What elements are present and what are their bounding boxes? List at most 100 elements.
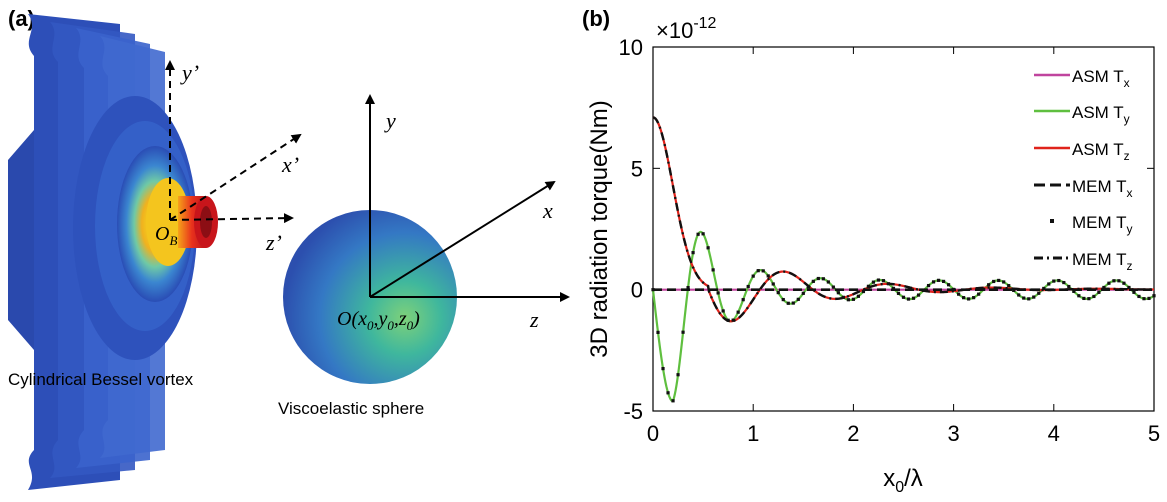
x-tick-label: 1 xyxy=(747,421,759,446)
plot-frame xyxy=(652,46,1155,412)
data-point xyxy=(967,297,971,301)
data-point xyxy=(911,296,916,300)
data-point xyxy=(876,278,881,282)
data-point xyxy=(1037,291,1041,295)
legend-entry: MEM Tx xyxy=(1072,177,1132,200)
legend: ASM Tx ASM Ty ASM Tz MEM Tx MEM Ty MEM Tz xyxy=(1034,67,1132,273)
data-point xyxy=(1017,293,1021,297)
data-point xyxy=(681,330,685,334)
legend-entry: MEM Ty xyxy=(1072,213,1132,236)
data-point xyxy=(801,291,805,295)
data-point xyxy=(816,276,820,281)
beam-x-label: x’ xyxy=(281,152,299,177)
data-point xyxy=(1132,290,1136,294)
series-layer xyxy=(651,116,1156,403)
data-point xyxy=(701,232,705,236)
data-point xyxy=(992,279,996,284)
y-tick-label: -5 xyxy=(623,399,643,424)
data-point xyxy=(1022,296,1026,300)
data-point xyxy=(761,269,765,273)
data-point xyxy=(781,297,785,302)
data-point xyxy=(711,268,715,272)
sphere-x-axis xyxy=(369,180,556,298)
y-ticks: -5 0 5 10 xyxy=(619,35,1154,424)
data-point xyxy=(1107,281,1111,285)
data-point xyxy=(1122,281,1126,285)
data-point xyxy=(791,301,795,305)
x-axis-label: x0/λ xyxy=(883,465,923,496)
data-point xyxy=(856,294,861,298)
data-point xyxy=(1112,279,1116,283)
data-point xyxy=(1032,295,1036,299)
x-tick-label: 2 xyxy=(847,421,859,446)
data-point xyxy=(676,373,680,377)
data-point xyxy=(982,287,986,292)
legend-entry: ASM Ty xyxy=(1072,103,1130,126)
data-point xyxy=(1117,279,1121,283)
data-point xyxy=(1067,284,1071,289)
panel-b-label: (b) xyxy=(582,6,610,31)
series-line-mem-tz xyxy=(652,116,1155,323)
data-point xyxy=(997,278,1001,283)
data-point xyxy=(661,366,665,371)
data-point xyxy=(1012,288,1016,293)
data-point xyxy=(936,278,941,282)
data-point xyxy=(776,291,780,295)
data-point xyxy=(716,291,720,295)
data-point xyxy=(866,284,871,288)
panel-a-label: (a) xyxy=(8,6,35,31)
data-point xyxy=(896,291,901,295)
data-point xyxy=(756,269,760,273)
data-point xyxy=(821,277,825,281)
data-point xyxy=(957,292,961,296)
data-point xyxy=(1097,290,1101,294)
sphere-x-label: x xyxy=(542,198,553,223)
y-tick-label: 5 xyxy=(631,156,643,181)
data-point xyxy=(1152,294,1156,298)
beam-z-axis xyxy=(169,213,294,224)
sphere-origin-label: O(x0,y0,z0) xyxy=(337,308,420,333)
data-point xyxy=(766,274,770,278)
x-tick-label: 5 xyxy=(1148,421,1160,446)
x-ticks: 0 1 2 3 4 5 xyxy=(647,47,1160,446)
data-point xyxy=(901,295,906,299)
data-point xyxy=(846,298,850,302)
data-point xyxy=(836,291,840,295)
data-point xyxy=(796,297,800,301)
legend-entry: MEM Tz xyxy=(1072,250,1132,273)
data-point xyxy=(771,282,775,286)
x-tick-label: 3 xyxy=(947,421,959,446)
data-point xyxy=(1047,282,1051,286)
data-point xyxy=(1092,294,1096,299)
data-point xyxy=(786,301,790,305)
data-point xyxy=(1137,294,1141,299)
legend-swatch xyxy=(1050,219,1054,223)
data-point xyxy=(1027,297,1031,301)
data-point xyxy=(1002,280,1006,284)
beam-x-axis xyxy=(169,133,302,221)
data-point xyxy=(686,285,690,290)
data-point xyxy=(826,280,830,284)
y-tick-label: 0 xyxy=(631,278,643,303)
beam-caption: Cylindrical Bessel vortex xyxy=(8,370,194,389)
data-point xyxy=(916,293,921,297)
data-point xyxy=(881,279,886,283)
data-point xyxy=(1127,285,1131,290)
data-point xyxy=(962,296,966,300)
data-point xyxy=(952,287,956,292)
data-point xyxy=(696,232,700,236)
data-point xyxy=(972,296,976,300)
data-point xyxy=(1072,289,1076,293)
data-point xyxy=(691,251,695,255)
data-point xyxy=(1142,297,1146,301)
data-point xyxy=(666,391,670,395)
data-point xyxy=(811,279,815,283)
x-tick-label: 0 xyxy=(647,421,659,446)
data-point xyxy=(1042,286,1046,291)
data-point xyxy=(1082,296,1086,301)
data-point xyxy=(841,295,845,299)
data-point xyxy=(891,286,896,290)
